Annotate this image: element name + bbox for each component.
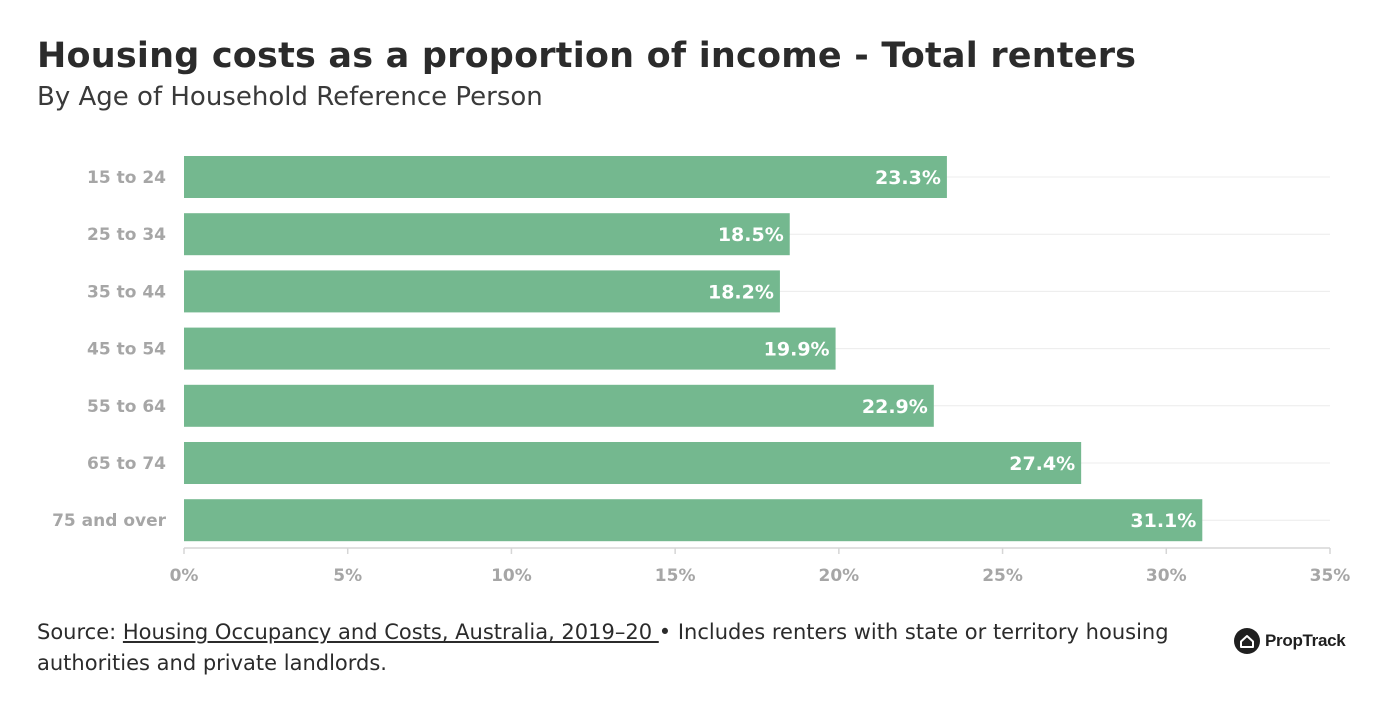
bar xyxy=(184,499,1203,542)
source-link[interactable]: Housing Occupancy and Costs, Australia, … xyxy=(122,620,659,644)
bar-chart: 0% 5% 10% 15% 20% 25% 30% 35% 15 to 24 23.3% 25 to… xyxy=(52,156,1351,586)
bar-value-label: 31.1% xyxy=(1130,510,1196,532)
proptrack-logo: PropTrack xyxy=(1234,628,1346,654)
x-tick-label: 35% xyxy=(1310,566,1351,586)
x-tick-label: 10% xyxy=(491,566,532,586)
x-tick-label: 30% xyxy=(1146,566,1187,586)
chart-title: Housing costs as a proportion of income … xyxy=(37,36,1137,76)
bar xyxy=(184,442,1082,484)
house-logo-icon xyxy=(1234,628,1260,654)
bar-value-label: 23.3% xyxy=(875,167,941,189)
bar xyxy=(184,270,780,313)
category-label: 15 to 24 xyxy=(87,168,166,188)
x-tick-label: 20% xyxy=(819,566,860,586)
bar xyxy=(184,213,790,256)
chart-subtitle: By Age of Household Reference Person xyxy=(37,82,543,112)
source-note: Source: Housing Occupancy and Costs, Aus… xyxy=(37,617,1197,679)
source-prefix: Source: xyxy=(37,620,123,644)
bar-value-label: 27.4% xyxy=(1009,453,1075,475)
category-label: 55 to 64 xyxy=(87,397,166,417)
bar xyxy=(184,384,934,427)
x-tick-label: 25% xyxy=(982,566,1023,586)
bar-value-label: 18.5% xyxy=(718,224,784,246)
category-label: 35 to 44 xyxy=(87,282,166,302)
x-tick-label: 0% xyxy=(170,566,199,586)
source-note-text: • Includes renters with state or territo… xyxy=(37,620,1169,675)
bar-value-label: 18.2% xyxy=(708,281,774,303)
bar-value-label: 22.9% xyxy=(862,396,928,418)
category-label: 25 to 34 xyxy=(87,225,166,245)
bar xyxy=(184,156,947,198)
x-tick-label: 5% xyxy=(333,566,362,586)
category-label: 75 and over xyxy=(52,511,167,531)
brand-name: PropTrack xyxy=(1265,631,1346,650)
category-label: 45 to 54 xyxy=(87,340,166,360)
x-tick-label: 15% xyxy=(655,566,696,586)
bar-value-label: 19.9% xyxy=(764,339,830,361)
bar xyxy=(184,327,836,370)
category-label: 65 to 74 xyxy=(87,454,166,474)
